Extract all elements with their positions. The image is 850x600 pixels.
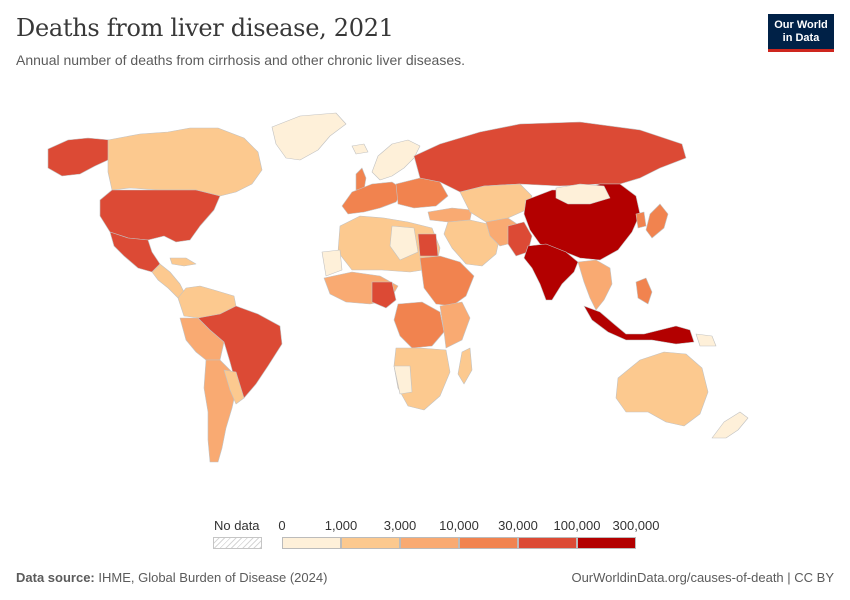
- region-east-africa[interactable]: [439, 301, 471, 349]
- country-australia[interactable]: [615, 351, 709, 427]
- country-japan[interactable]: [645, 203, 669, 239]
- country-brazil[interactable]: [197, 305, 283, 399]
- country-uk[interactable]: [355, 167, 367, 191]
- owid-logo[interactable]: Our World in Data: [768, 14, 834, 52]
- region-eastern-europe[interactable]: [395, 177, 449, 209]
- region-korea[interactable]: [635, 211, 647, 229]
- region-northern-south-america[interactable]: [177, 285, 237, 319]
- country-usa[interactable]: [99, 189, 221, 243]
- country-philippines[interactable]: [635, 277, 653, 305]
- region-central-america[interactable]: [151, 263, 187, 299]
- legend-tick-label: 3,000: [383, 518, 417, 533]
- country-egypt[interactable]: [417, 233, 439, 257]
- legend-tick-label: 10,000: [439, 518, 479, 533]
- region-southeast-asia[interactable]: [577, 259, 613, 311]
- country-new-zealand[interactable]: [711, 411, 749, 439]
- country-iceland[interactable]: [351, 143, 369, 155]
- country-papua-new-guinea[interactable]: [695, 333, 717, 347]
- country-india[interactable]: [523, 243, 579, 301]
- legend-tick-label: 100,000: [553, 518, 601, 533]
- legend-tick-label: 30,000: [498, 518, 538, 533]
- region-paraguay-uruguay[interactable]: [223, 369, 245, 405]
- legend-bin-1[interactable]: [341, 537, 400, 549]
- source-text: IHME, Global Burden of Disease (2024): [98, 570, 328, 585]
- chart-subtitle: Annual number of deaths from cirrhosis a…: [16, 52, 465, 68]
- country-turkey[interactable]: [427, 207, 473, 223]
- country-canada[interactable]: [107, 127, 263, 197]
- country-indonesia[interactable]: [583, 305, 695, 345]
- country-libya[interactable]: [389, 225, 419, 261]
- country-usa-alaska[interactable]: [47, 137, 111, 177]
- region-western-europe[interactable]: [341, 181, 405, 215]
- country-russia[interactable]: [413, 121, 687, 193]
- world-map: [47, 112, 749, 463]
- country-nigeria[interactable]: [371, 281, 397, 309]
- source-label: Data source:: [16, 570, 95, 585]
- region-central-africa[interactable]: [393, 301, 445, 349]
- legend-tick-label: 0: [278, 518, 286, 533]
- chart-title: Deaths from liver disease, 2021: [16, 14, 394, 42]
- legend-bin-4[interactable]: [518, 537, 577, 549]
- region-horn-of-africa[interactable]: [419, 255, 475, 307]
- region-caribbean[interactable]: [169, 257, 197, 267]
- region-middle-east[interactable]: [443, 219, 501, 267]
- country-madagascar[interactable]: [457, 347, 473, 385]
- region-scandinavia[interactable]: [371, 139, 421, 181]
- legend-bin-5[interactable]: [577, 537, 636, 549]
- legend-no-data-label: No data: [214, 518, 260, 533]
- legend-tick-label: 300,000: [612, 518, 660, 533]
- country-greenland[interactable]: [271, 112, 347, 161]
- legend-bin-3[interactable]: [459, 537, 518, 549]
- color-legend: No data 0 1,000 3,000 10,000 30,000 100,000 30…: [210, 516, 670, 556]
- country-mongolia[interactable]: [555, 183, 611, 205]
- region-western-sahara[interactable]: [321, 249, 343, 277]
- region-southern-africa[interactable]: [393, 347, 451, 411]
- logo-line-1: Our World: [774, 19, 828, 31]
- legend-bin-0[interactable]: [282, 537, 341, 549]
- legend-tick-label: 1,000: [324, 518, 358, 533]
- source-note: Data source: IHME, Global Burden of Dise…: [16, 570, 327, 585]
- legend-no-data-swatch[interactable]: [213, 537, 262, 549]
- region-namibia-botswana[interactable]: [393, 365, 413, 395]
- legend-bin-2[interactable]: [400, 537, 459, 549]
- source-url[interactable]: OurWorldinData.org/causes-of-death | CC …: [571, 570, 834, 585]
- logo-line-2: in Data: [782, 32, 820, 44]
